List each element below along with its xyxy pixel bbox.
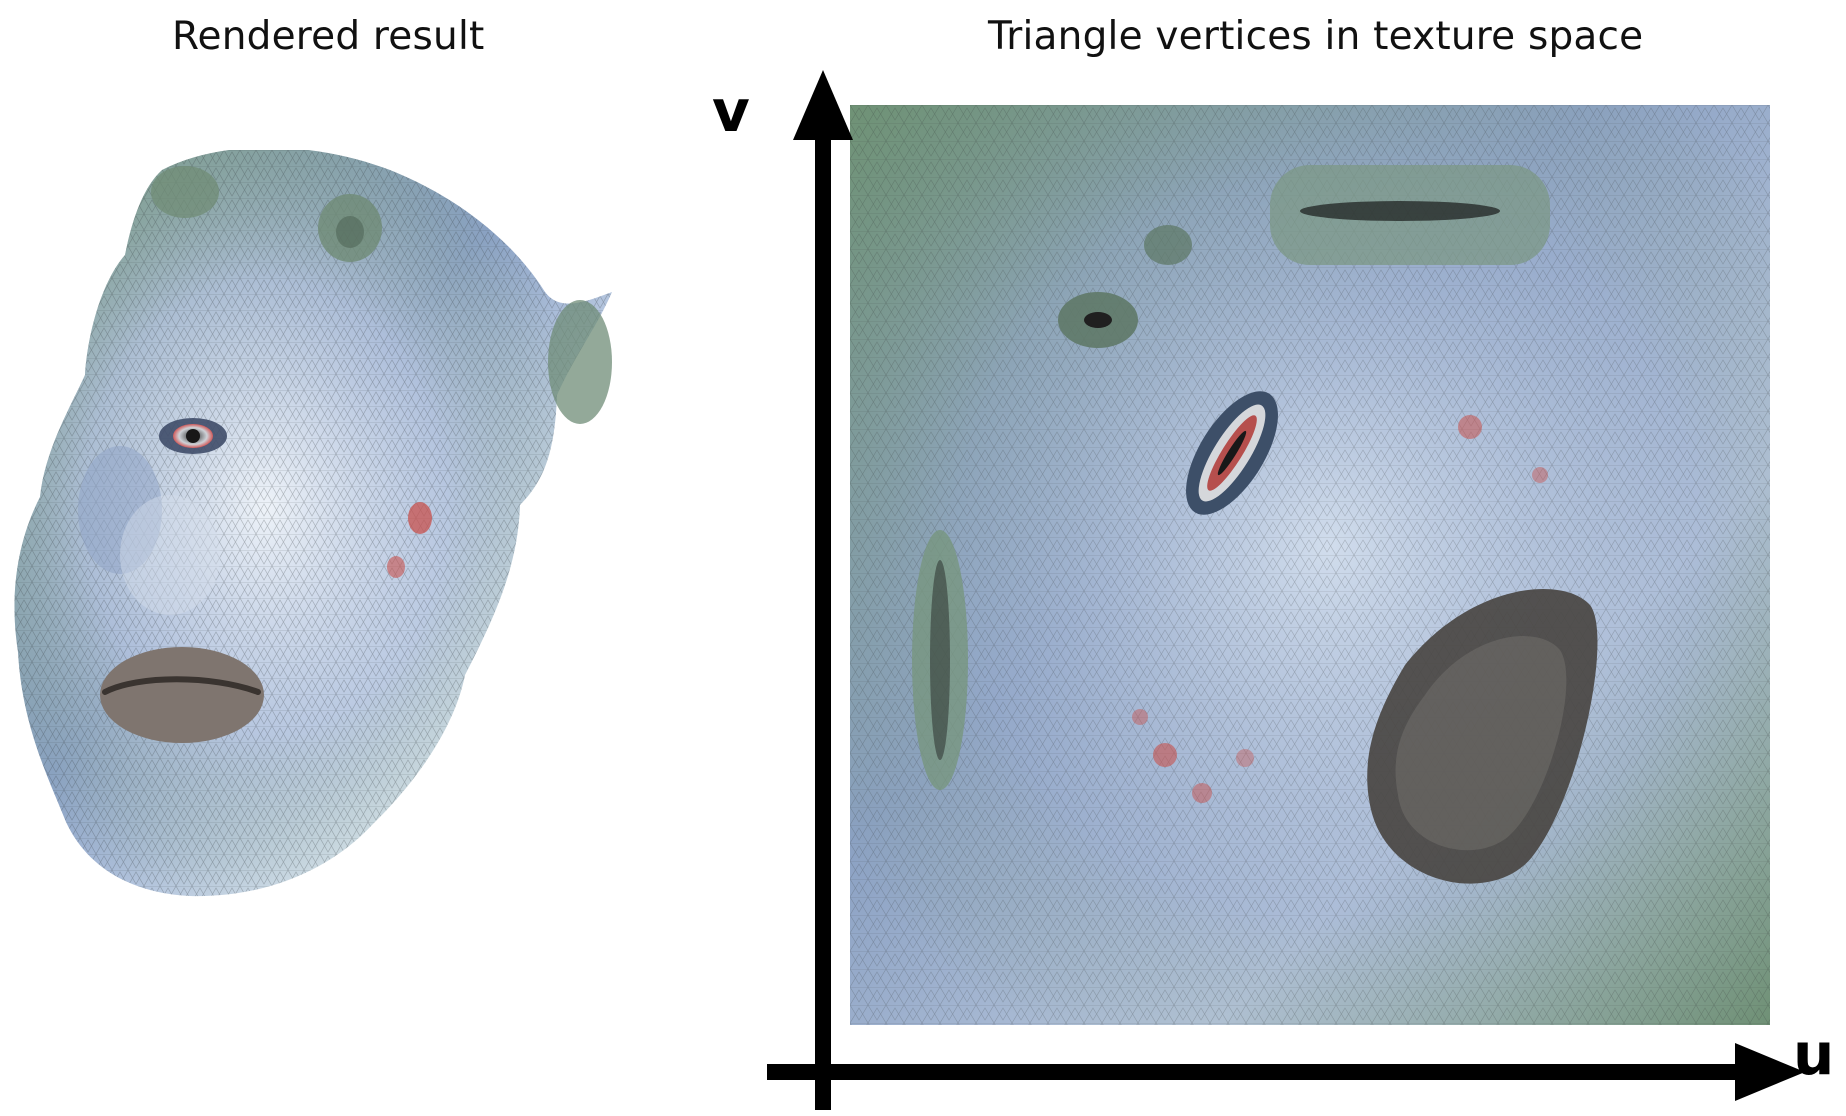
u-axis bbox=[767, 1043, 1805, 1101]
rendered-head-figure bbox=[14, 150, 612, 897]
v-axis-label: v bbox=[712, 77, 750, 145]
texture-mesh bbox=[850, 105, 1770, 1025]
u-axis-label: u bbox=[1793, 1020, 1835, 1088]
v-axis bbox=[793, 70, 853, 1110]
texture-space-title: Triangle vertices in texture space bbox=[988, 14, 1644, 59]
texture-space-figure bbox=[850, 105, 1770, 1025]
head-mesh bbox=[14, 150, 612, 897]
rendered-result-title: Rendered result bbox=[172, 14, 485, 59]
uv-axes bbox=[767, 70, 1805, 1110]
